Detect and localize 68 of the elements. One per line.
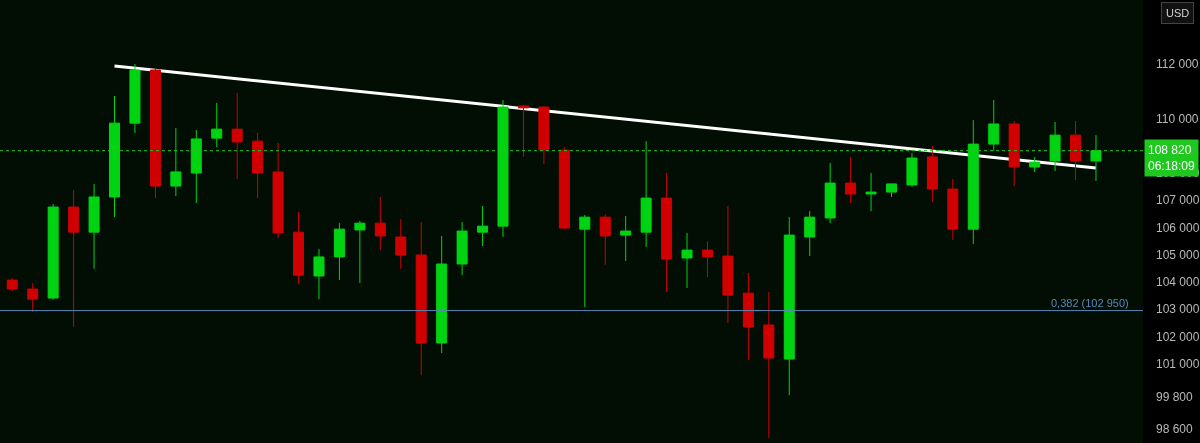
candlestick [27,282,39,313]
candlestick [517,104,529,158]
ref-line-label: 108 820 06:18:09 [1148,143,1196,173]
candlestick [354,220,366,284]
candlestick [558,146,570,230]
candlestick [272,142,284,239]
y-tick-label: 103 000 [1156,302,1200,317]
candlestick [1008,120,1020,187]
candlestick [538,105,550,165]
candlestick [293,211,305,285]
candlestick [845,156,857,204]
candlestick [456,221,468,276]
candlestick [1070,120,1082,181]
y-tick-label: 107 000 [1156,193,1200,208]
candlestick [885,183,898,198]
y-tick-label: 106 000 [1156,220,1200,235]
ref-line-label: 0,382 (102 950) [1051,297,1129,309]
candlestick [701,240,713,278]
candlestick [681,232,693,289]
candlestick [252,132,264,199]
candlestick [763,291,775,439]
candlestick [620,215,632,262]
candlestick [170,127,182,197]
candlestick [947,178,959,241]
candlestick [477,205,489,247]
y-tick-label: 99 800 [1156,389,1194,404]
candlestick [6,277,18,293]
candlestick [722,205,734,324]
candlestick [497,99,509,238]
candlestick [988,99,1000,152]
candlestick [108,95,121,218]
candlestick [906,152,918,188]
candlestick [1090,134,1102,182]
candlestick [640,140,652,248]
candlestick [374,196,386,251]
text: USD [1166,7,1190,19]
candlestick [926,145,938,203]
y-tick-label: 105 000 [1156,247,1200,262]
candlestick [804,210,816,257]
y-tick-label: 98 600 [1156,422,1194,437]
candlestick [149,67,161,199]
candlestick [599,213,611,266]
candlestick [211,102,223,148]
candlestick [395,218,407,270]
candlestick [1029,156,1041,173]
candlestick [129,63,141,134]
candlestick [865,172,877,212]
candlestick [824,162,836,224]
candlestick [436,235,448,354]
candlestick [967,119,979,245]
y-tick-label: 102 000 [1156,329,1200,344]
y-tick-label: 104 000 [1156,275,1200,290]
candlestick [231,92,243,180]
candlestick [783,216,795,396]
candlestick [579,214,591,308]
candlestick [190,129,202,204]
candlestick [313,248,325,300]
candlestick [742,272,754,361]
y-tick-label: 112 000 [1156,57,1199,72]
candlestick [415,221,427,376]
candlestick [88,183,100,270]
candlestick [333,222,345,281]
candlestick [661,172,673,293]
candlestick [47,203,59,301]
candlestick [1049,121,1061,172]
y-tick-label: 101 000 [1156,356,1200,371]
y-tick-label: 110 000 [1156,111,1199,126]
candlestick [68,189,80,328]
